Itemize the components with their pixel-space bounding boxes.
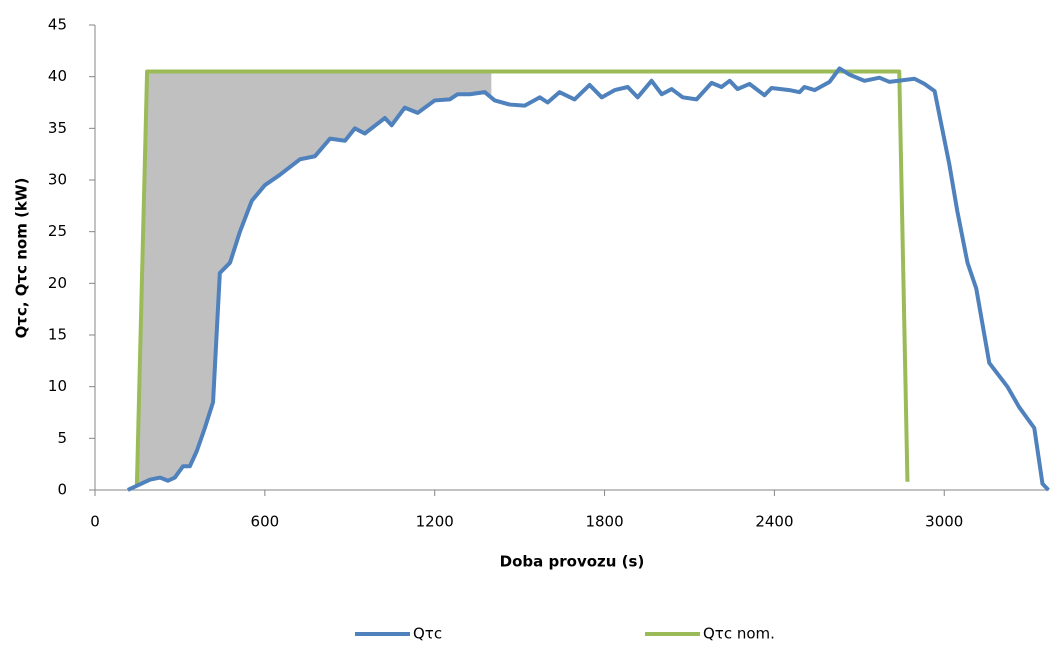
x-tick-label: 1800 xyxy=(585,513,623,531)
legend-label: Qτc xyxy=(413,625,442,643)
x-tick-label: 600 xyxy=(251,513,280,531)
y-axis-label: Qτc, Qτc nom (kW) xyxy=(13,178,31,339)
x-tick-label: 2400 xyxy=(755,513,793,531)
line-series xyxy=(134,69,910,485)
y-tick-label: 25 xyxy=(48,222,67,240)
x-tick-label: 3000 xyxy=(925,513,963,531)
y-tick-label: 35 xyxy=(48,119,67,137)
line-series xyxy=(126,66,1050,492)
y-tick-label: 40 xyxy=(48,67,67,85)
x-tick-label: 0 xyxy=(90,513,100,531)
y-tick-label: 5 xyxy=(57,429,67,447)
x-axis-label: Doba provozu (s) xyxy=(500,553,645,571)
y-tick-label: 30 xyxy=(48,171,67,189)
y-tick-label: 0 xyxy=(57,481,67,499)
y-tick-label: 10 xyxy=(48,377,67,395)
legend-label: Qτc nom. xyxy=(703,625,775,643)
y-tick-label: 45 xyxy=(48,16,67,34)
shaded-area xyxy=(137,71,492,486)
y-tick-label: 20 xyxy=(48,274,67,292)
x-tick-label: 1200 xyxy=(416,513,454,531)
y-tick-label: 15 xyxy=(48,326,67,344)
